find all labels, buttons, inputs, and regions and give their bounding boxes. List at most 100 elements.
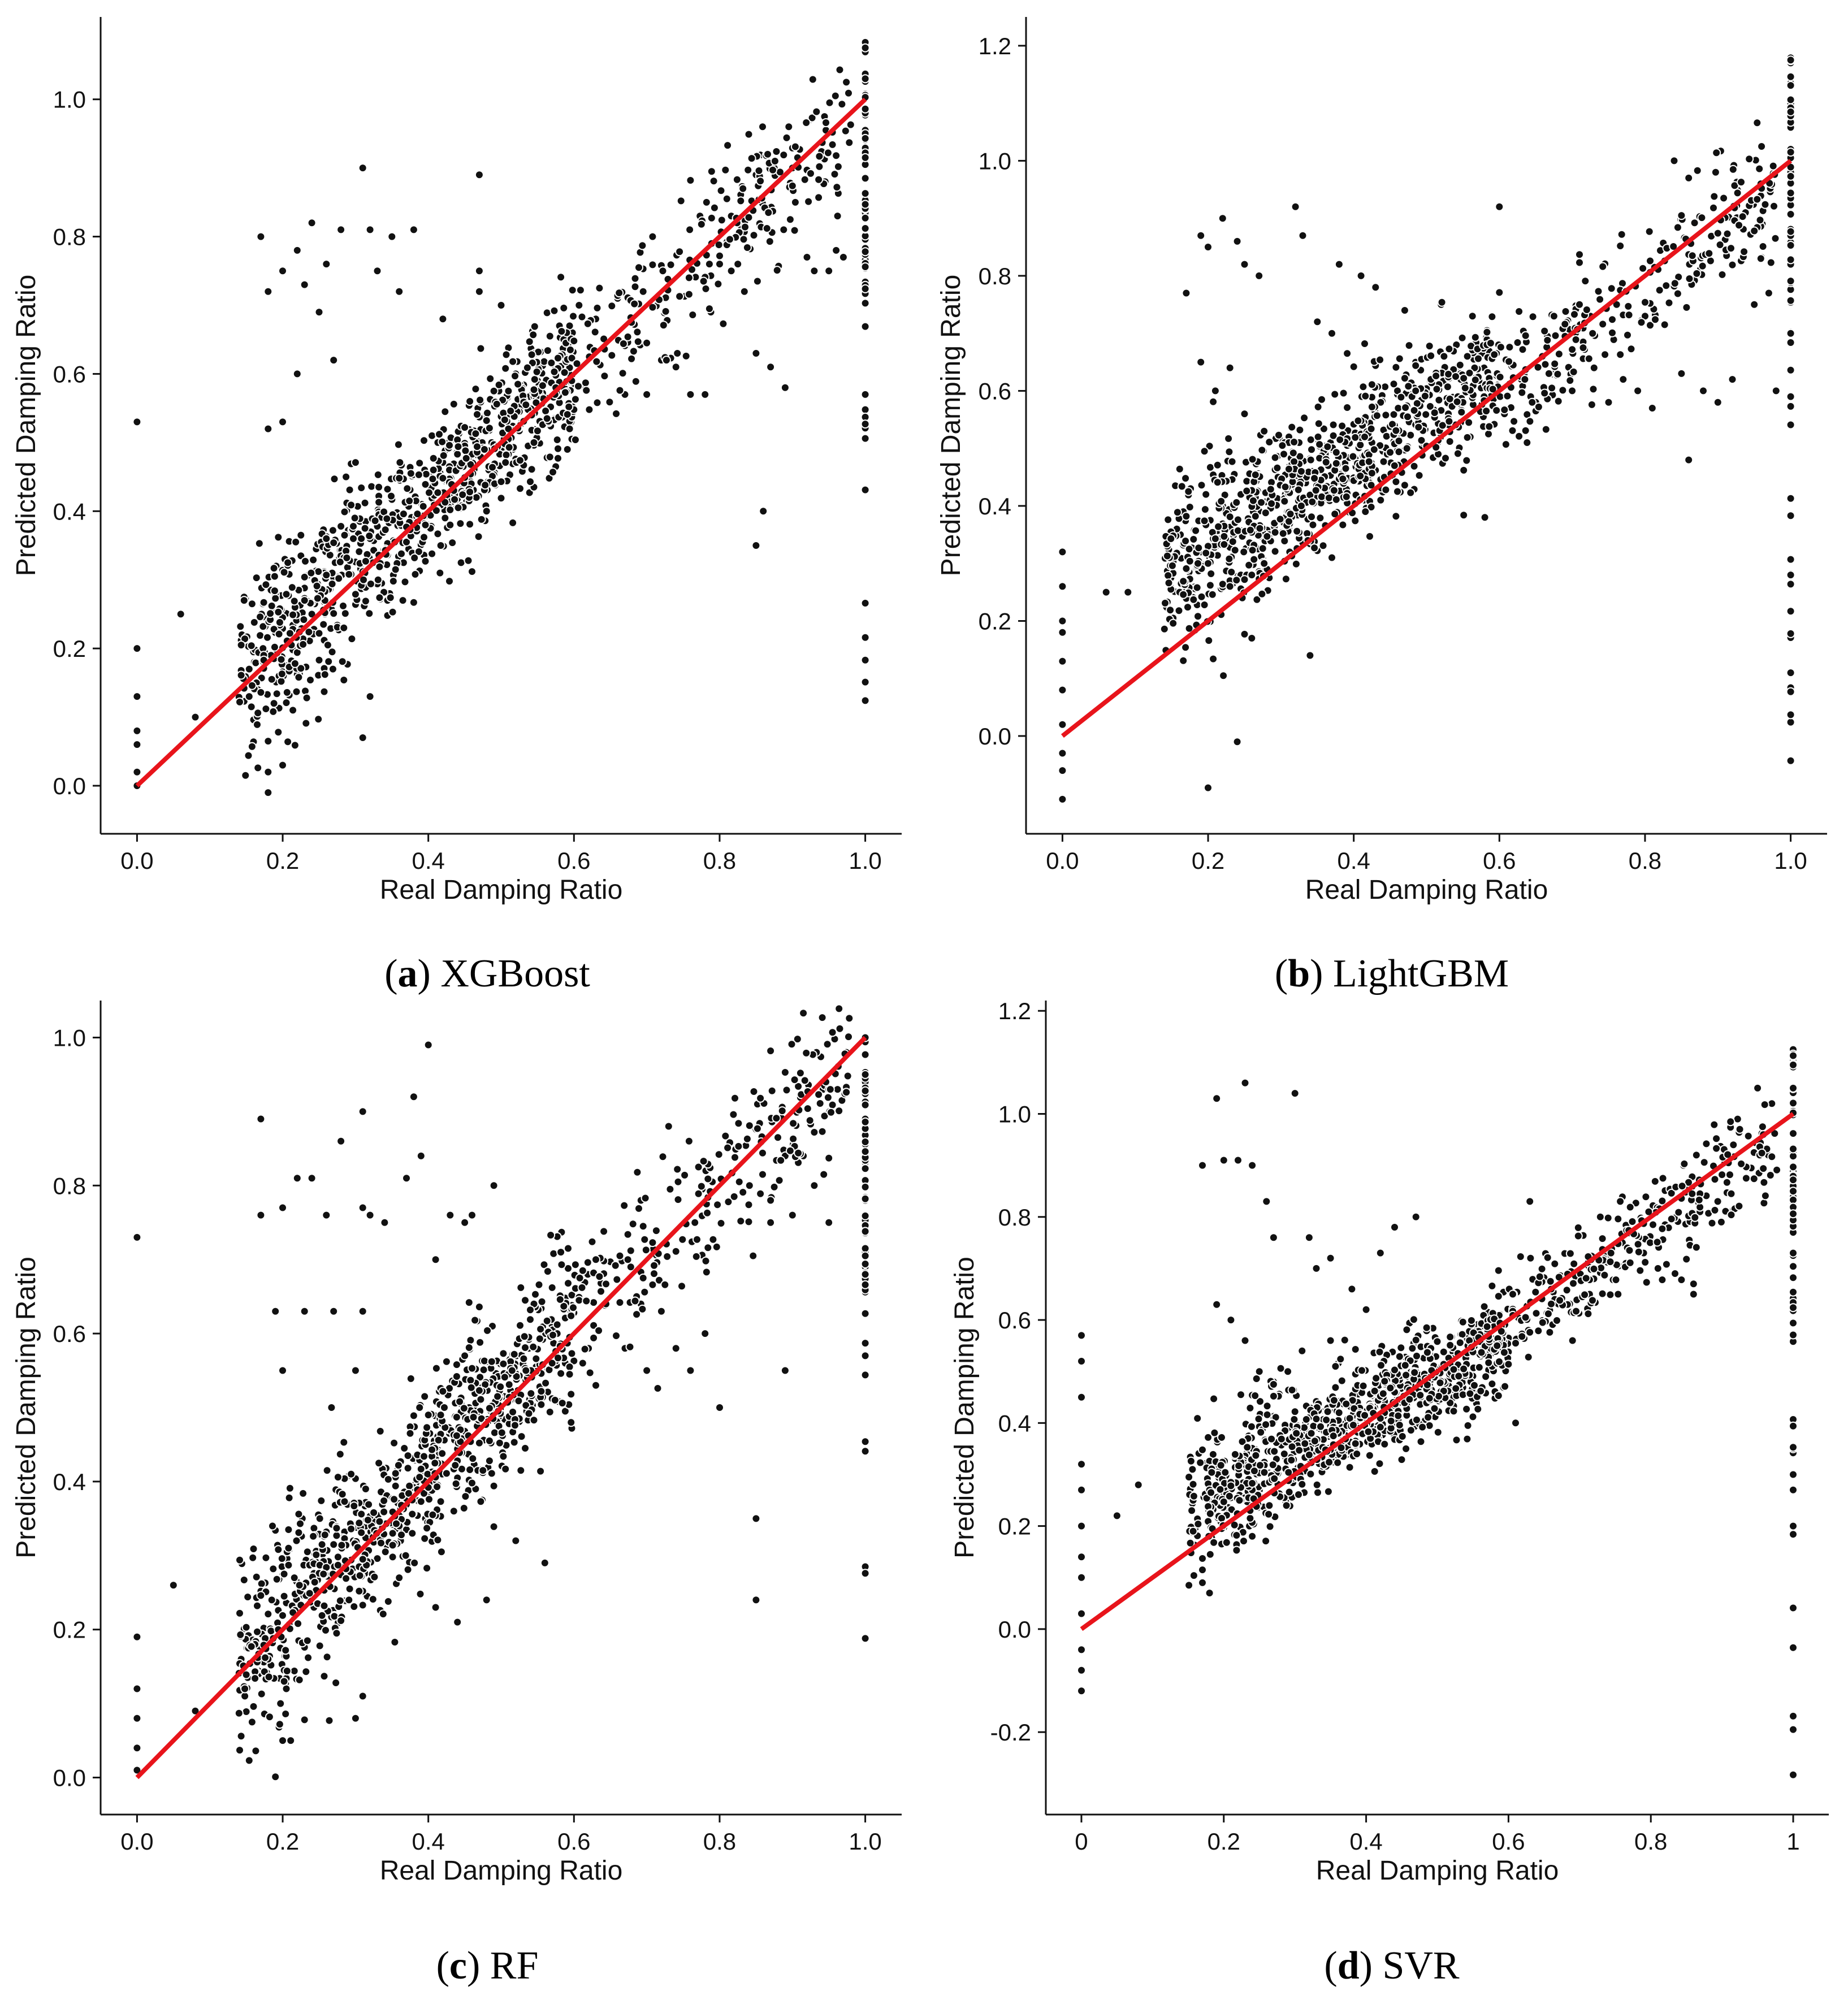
data-point	[1193, 1414, 1202, 1423]
x-tick-label: 0.8	[1629, 847, 1661, 874]
data-point	[1276, 1363, 1286, 1373]
data-point	[271, 594, 280, 603]
data-point	[513, 379, 523, 389]
data-point	[487, 1357, 496, 1366]
data-point	[244, 751, 253, 760]
data-point	[496, 493, 506, 503]
data-point	[703, 1243, 713, 1253]
data-point	[1247, 634, 1257, 643]
data-point	[1380, 382, 1390, 392]
data-point	[1525, 417, 1535, 426]
data-point	[555, 1294, 565, 1304]
data-point	[521, 1343, 530, 1352]
data-point	[860, 1351, 870, 1361]
data-point	[1734, 220, 1744, 230]
data-point	[1293, 485, 1303, 495]
data-point	[452, 1431, 461, 1440]
data-point	[1382, 431, 1391, 441]
data-point	[132, 740, 142, 750]
data-point	[1520, 375, 1530, 384]
data-point	[1508, 426, 1517, 435]
data-point	[276, 1699, 285, 1708]
data-point	[1245, 1513, 1255, 1523]
data-point	[684, 273, 694, 283]
data-point	[399, 509, 408, 519]
data-point	[1479, 1302, 1489, 1311]
data-point	[285, 629, 295, 638]
x-tick-label: 0.2	[266, 1828, 299, 1855]
data-point	[543, 346, 552, 356]
data-point	[1360, 339, 1369, 348]
data-point	[1496, 343, 1505, 352]
data-point	[1334, 1408, 1344, 1418]
data-point	[321, 1626, 330, 1635]
data-point	[1528, 312, 1538, 322]
data-point	[1584, 354, 1594, 363]
data-point	[585, 1368, 595, 1378]
data-point	[1200, 516, 1209, 526]
data-point	[549, 306, 559, 315]
data-point	[1077, 1460, 1086, 1469]
data-point	[1310, 474, 1319, 483]
data-point	[1312, 1263, 1321, 1273]
data-point	[767, 1086, 777, 1096]
data-point	[405, 1428, 415, 1438]
data-point	[1243, 1443, 1252, 1452]
data-point	[468, 1210, 477, 1220]
y-axis-label: Predicted Damping Ratio	[11, 1257, 41, 1558]
data-point	[661, 356, 671, 365]
data-point	[787, 181, 797, 190]
data-point	[620, 1201, 629, 1210]
data-point	[789, 1119, 798, 1128]
data-point	[553, 453, 562, 463]
x-ticks: 0.0 0.2 0.4 0.6 0.8 1.0	[120, 1815, 882, 1855]
data-point	[1444, 417, 1454, 426]
data-point	[673, 1164, 682, 1174]
data-point	[317, 1540, 327, 1549]
data-point	[1462, 1434, 1472, 1444]
data-point	[860, 1182, 870, 1192]
data-point	[1525, 1197, 1535, 1206]
data-point	[327, 579, 337, 588]
data-point	[1058, 627, 1067, 637]
data-point	[804, 197, 813, 206]
data-point	[1230, 545, 1240, 555]
data-point	[1608, 315, 1617, 324]
data-point	[350, 590, 360, 599]
data-point	[436, 1410, 445, 1420]
data-point	[366, 579, 375, 588]
data-point	[823, 1040, 832, 1049]
data-point	[860, 1259, 870, 1268]
data-point	[552, 1320, 562, 1330]
data-point	[403, 1451, 413, 1461]
data-point	[1201, 490, 1211, 499]
data-point	[663, 1252, 672, 1261]
data-point	[678, 1235, 687, 1244]
data-point	[267, 601, 276, 611]
data-point	[567, 353, 577, 363]
data-point	[860, 1280, 870, 1289]
data-point	[419, 436, 429, 445]
data-point	[784, 122, 794, 132]
y-tick-label: 0.0	[53, 1765, 86, 1791]
data-point	[1402, 444, 1412, 453]
data-point	[322, 1466, 332, 1475]
data-point	[335, 1449, 345, 1459]
data-point	[246, 641, 256, 651]
data-point	[595, 1272, 604, 1281]
data-point	[1445, 1340, 1455, 1350]
data-point	[244, 1756, 254, 1765]
data-point	[1232, 737, 1242, 747]
data-point	[253, 1627, 262, 1636]
data-point	[819, 1170, 829, 1179]
data-point	[817, 1013, 827, 1023]
data-point	[433, 488, 443, 497]
data-point	[254, 539, 264, 548]
data-point	[1369, 445, 1379, 454]
data-point	[493, 1392, 503, 1401]
data-point	[484, 1456, 494, 1466]
data-point	[542, 1316, 552, 1326]
data-point	[1189, 595, 1198, 604]
data-point	[754, 166, 764, 175]
data-point	[423, 1040, 433, 1050]
